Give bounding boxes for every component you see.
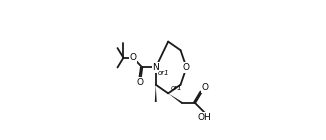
Text: or1: or1 (157, 70, 169, 76)
Text: O: O (130, 53, 137, 62)
Text: or1: or1 (171, 85, 183, 91)
Text: O: O (137, 78, 144, 87)
Polygon shape (168, 93, 183, 104)
Polygon shape (155, 85, 157, 102)
Text: O: O (201, 83, 209, 92)
Text: N: N (152, 63, 159, 72)
Text: OH: OH (198, 113, 212, 122)
Text: O: O (183, 63, 190, 72)
